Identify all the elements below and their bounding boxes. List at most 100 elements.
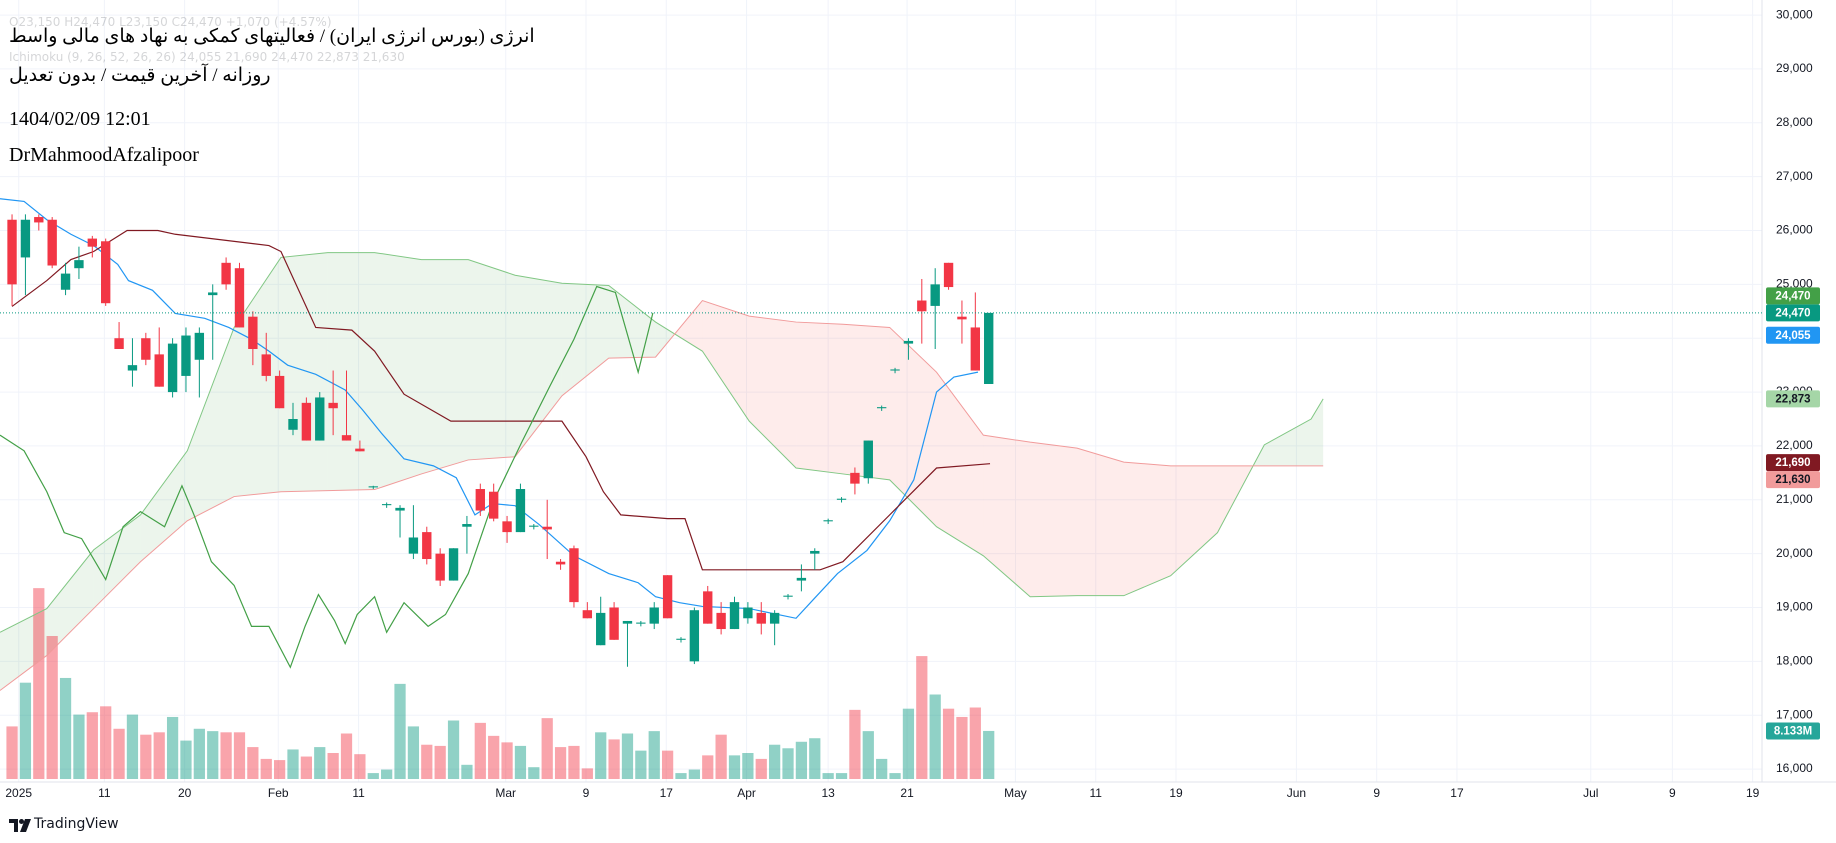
- volume-bar: [327, 753, 339, 779]
- price-label-box: [1766, 722, 1820, 740]
- candle-body: [127, 365, 138, 371]
- candle-body: [515, 489, 526, 533]
- volume-bar: [407, 726, 420, 779]
- candle-body: [34, 217, 44, 223]
- x-tick-label: 2025: [5, 786, 32, 800]
- x-tick-label: 9: [1669, 786, 1676, 800]
- candle-body: [154, 354, 164, 387]
- candle-body: [315, 397, 325, 441]
- volume-bar: [835, 773, 848, 779]
- volume-bar: [648, 731, 660, 779]
- candle-body: [355, 448, 365, 452]
- cloud-fill: [140, 450, 188, 562]
- price-label: 24,055: [1775, 330, 1811, 342]
- ichimoku-line: [11, 229, 991, 571]
- price-label: 21,630: [1775, 474, 1810, 486]
- candle-body: [368, 486, 378, 488]
- volume-bar: [434, 745, 446, 779]
- cloud-fill: [983, 435, 1031, 597]
- volume-bar: [889, 773, 901, 779]
- candle-body: [703, 591, 713, 624]
- y-tick-label: 25,000: [1776, 277, 1813, 291]
- volume-bar: [608, 739, 620, 779]
- candle-body: [662, 575, 673, 619]
- cloud-fill: [1264, 419, 1312, 466]
- x-tick-label: Apr: [737, 786, 756, 800]
- volume-bar: [876, 758, 888, 779]
- volume-bar: [916, 656, 928, 779]
- candle-body: [890, 369, 900, 371]
- cloud-fill: [608, 285, 656, 359]
- volume-bar: [862, 731, 874, 779]
- span-a-line: [0, 252, 1324, 633]
- price-label-box: [1766, 454, 1820, 472]
- volume-bar: [635, 750, 647, 779]
- volume-bar: [273, 760, 286, 779]
- candle-body: [622, 620, 633, 624]
- candle-body: [555, 561, 566, 565]
- volume-bar: [367, 773, 379, 779]
- cloud-fill: [327, 252, 375, 491]
- volume-bar: [33, 588, 45, 779]
- volume-bar: [233, 732, 246, 779]
- candle-body: [529, 525, 539, 527]
- cloud-fill: [234, 257, 281, 497]
- x-tick-label: 11: [1089, 786, 1102, 800]
- candle-body: [769, 612, 780, 624]
- cloud-fill: [1077, 448, 1124, 596]
- cloud-fill: [1311, 398, 1324, 466]
- x-tick-label: 17: [1450, 786, 1464, 800]
- cloud-fill: [796, 322, 843, 474]
- volume-bar: [541, 718, 553, 779]
- candle-body: [7, 219, 17, 285]
- price-label-box: [1766, 390, 1820, 408]
- span-b-line: [0, 299, 1324, 691]
- volume-bar: [59, 677, 72, 779]
- y-tick-label: 16,000: [1776, 761, 1813, 775]
- volume-bar: [715, 734, 727, 779]
- candle-body: [194, 332, 205, 360]
- subtitle: روزانه / آخرین قیمت / بدون تعدیل: [9, 65, 271, 86]
- volume-bar: [942, 708, 955, 779]
- candle-body: [743, 607, 753, 619]
- brand-logo: [9, 819, 31, 832]
- candle-body: [502, 521, 512, 533]
- candle-body: [636, 622, 646, 624]
- x-tick-label: 11: [98, 786, 111, 800]
- volume-bar: [260, 758, 272, 779]
- volume-bar: [461, 764, 473, 779]
- volume-bar: [782, 748, 794, 779]
- y-tick-label: 19,000: [1776, 600, 1813, 614]
- candle-body: [488, 491, 499, 519]
- volume-bar: [742, 753, 754, 779]
- cloud-fill: [889, 327, 937, 527]
- y-tick-label: 22,000: [1776, 438, 1813, 452]
- candle-body: [87, 238, 97, 247]
- x-tick-label: 13: [821, 786, 835, 800]
- cloud-fill: [561, 283, 609, 396]
- cloud-fill: [674, 300, 703, 352]
- ghost-ichimoku: Ichimoku (9, 26, 52, 26, 26) 24,055 21,6…: [9, 50, 405, 64]
- volume-bar: [113, 728, 125, 779]
- volume-bar: [809, 738, 821, 779]
- candle-body: [288, 419, 298, 430]
- candle-body: [20, 219, 31, 258]
- candle-body: [435, 553, 445, 581]
- y-tick-label: 18,000: [1776, 654, 1813, 668]
- x-tick-label: Jun: [1287, 786, 1306, 800]
- candle-body: [74, 260, 84, 269]
- candle-body: [328, 402, 338, 409]
- candle-body: [984, 312, 994, 384]
- candle-body: [475, 489, 485, 511]
- volume-bar: [795, 741, 808, 779]
- candle-body: [395, 507, 405, 511]
- candle-body: [930, 284, 940, 306]
- volume-bar: [688, 769, 700, 779]
- y-tick-label: 29,000: [1776, 61, 1813, 75]
- author: DrMahmoodAfzalipoor: [9, 144, 199, 166]
- cloud-fill: [280, 252, 328, 492]
- candle-body: [823, 520, 833, 522]
- x-tick-label: 19: [1169, 786, 1183, 800]
- price-label: 8.133M: [1774, 725, 1812, 737]
